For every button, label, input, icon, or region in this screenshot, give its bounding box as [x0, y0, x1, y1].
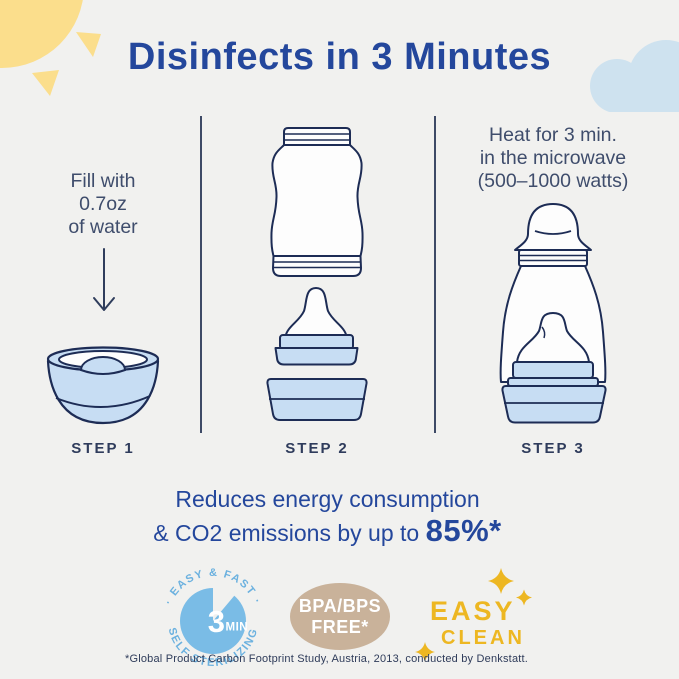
step3-instruction-line: Heat for 3 min. — [489, 124, 617, 146]
sterilizer-base-illustration — [266, 378, 368, 421]
step1-instruction: Fill with 0.7oz of water — [33, 170, 173, 239]
nipple-and-ring-illustration — [274, 286, 359, 366]
easy-clean-badge: EASY CLEAN — [430, 596, 540, 650]
sparkles-icon — [415, 568, 532, 662]
step3-label: STEP 3 — [521, 440, 585, 457]
claim-line1: Reduces energy consumption — [175, 486, 480, 512]
step2-label: STEP 2 — [285, 440, 349, 457]
water-bowl-illustration — [46, 346, 160, 425]
page-title: Disinfects in 3 Minutes — [127, 36, 552, 78]
claim-line2-text: & CO2 emissions by up to — [153, 520, 420, 546]
bottle-body-illustration — [270, 127, 364, 277]
step3-instruction-line: (500–1000 watts) — [477, 170, 629, 192]
step1-label: STEP 1 — [71, 440, 135, 457]
easy-clean-line1: EASY — [430, 596, 516, 626]
bpa-free-line1: BPA/BPS — [298, 595, 382, 616]
badge-minutes-value: 3 — [208, 604, 225, 639]
badge-minutes-unit: MIN — [226, 622, 249, 634]
timer-wedge — [213, 587, 235, 621]
step1-instruction-line: of water — [68, 216, 138, 238]
self-sterilizing-badge: 3 MIN · EASY & FAST · SELF STERILIZING — [162, 567, 261, 669]
bpa-free-badge: BPA/BPS FREE* — [290, 583, 390, 650]
step1-instruction-line: 0.7oz — [79, 193, 127, 215]
footnote: *Global Product Carbon Footprint Study, … — [124, 653, 529, 665]
divider — [200, 116, 202, 433]
claim-line2: & CO2 emissions by up to 85%* — [0, 513, 667, 549]
bpa-free-line2: FREE* — [311, 616, 369, 637]
claim-highlight: 85%* — [425, 513, 502, 548]
step3-instruction-line: in the microwave — [479, 147, 627, 169]
divider — [434, 116, 436, 433]
step1-instruction-line: Fill with — [70, 170, 136, 192]
step3-instruction: Heat for 3 min. in the microwave (500–10… — [445, 124, 661, 193]
assembled-bottle-illustration — [499, 203, 607, 424]
easy-clean-line2: CLEAN — [441, 627, 525, 649]
sun-icon — [0, 0, 101, 96]
down-arrow-icon — [93, 248, 115, 311]
cloud-icon — [590, 40, 679, 112]
